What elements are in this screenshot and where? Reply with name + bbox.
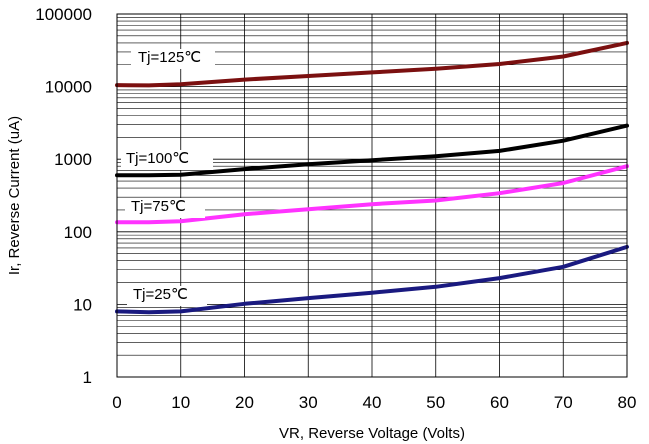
series-label-3: Tj=25℃ xyxy=(133,286,188,303)
y-tick-label: 100000 xyxy=(35,5,92,24)
x-tick-label: 20 xyxy=(235,393,254,412)
y-axis-label: Ir, Reverse Current (uA) xyxy=(6,116,23,275)
y-tick-label: 100 xyxy=(64,223,92,242)
series-line-1 xyxy=(115,123,629,178)
series-line-2 xyxy=(115,164,629,225)
y-tick-label: 1000 xyxy=(54,150,92,169)
x-tick-label: 40 xyxy=(363,393,382,412)
x-tick-label: 80 xyxy=(618,393,637,412)
plot-frame xyxy=(116,13,628,378)
x-tick-label: 60 xyxy=(490,393,509,412)
x-tick-labels: 0 10 20 30 40 50 60 70 80 xyxy=(112,393,636,412)
series-lines xyxy=(115,40,629,315)
y-tick-label: 1 xyxy=(83,368,92,387)
series-label-background xyxy=(125,198,205,218)
series-labels: Tj=125℃ Tj=100℃ Tj=75℃ Tj=25℃ xyxy=(121,49,215,306)
series-label-background xyxy=(127,286,207,306)
series-label-background xyxy=(121,150,213,170)
y-tick-labels: 1 10 100 1000 10000 100000 xyxy=(35,5,92,387)
series-label-1: Tj=100℃ xyxy=(126,150,189,167)
y-tick-label: 10 xyxy=(73,295,92,314)
series-line-0 xyxy=(115,40,629,88)
grid xyxy=(117,14,627,377)
x-tick-label: 10 xyxy=(171,393,190,412)
series-label-0: Tj=125℃ xyxy=(138,49,201,66)
x-axis-label: VR, Reverse Voltage (Volts) xyxy=(279,425,465,442)
series-label-2: Tj=75℃ xyxy=(131,198,186,215)
x-tick-label: 70 xyxy=(554,393,573,412)
y-tick-label: 10000 xyxy=(45,78,92,97)
x-tick-label: 0 xyxy=(112,393,121,412)
series-label-background xyxy=(131,49,215,69)
x-tick-label: 50 xyxy=(426,393,445,412)
x-tick-label: 30 xyxy=(299,393,318,412)
series-line-3 xyxy=(115,244,629,315)
